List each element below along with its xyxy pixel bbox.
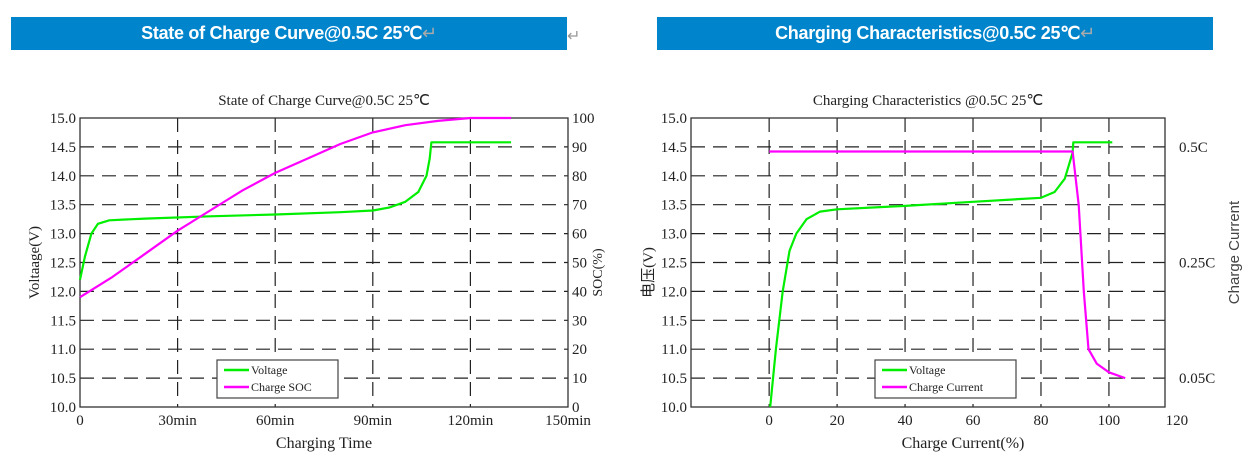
legend: Voltage Charge SOC: [216, 359, 339, 399]
y-tick-label: 12.0: [661, 284, 687, 300]
legend: Voltage Charge Current: [874, 359, 1017, 399]
y2-tick-label: 100: [572, 111, 595, 127]
y-tick-label: 11.0: [661, 342, 687, 358]
plot-frame: [79, 117, 569, 408]
paragraph-mark: ↵: [567, 28, 581, 45]
y-tick-label: 10.5: [661, 371, 687, 387]
y2-axis-label: SOC(%): [591, 248, 606, 297]
legend-box: [216, 359, 339, 399]
x-tick-label: 60: [966, 413, 981, 429]
y2-tick-label: 80: [572, 169, 587, 185]
x-tick-label: 80: [1033, 413, 1048, 429]
series-voltage: [769, 141, 1113, 408]
y-tick-label: 15.0: [50, 111, 76, 127]
y-tick-label: 14.5: [50, 140, 76, 156]
header-charging-characteristics: Charging Characteristics@0.5C 25℃↵: [657, 17, 1213, 50]
y2-tick-label: 0.5C: [1179, 140, 1208, 156]
y-tick-label: 13.5: [50, 198, 76, 214]
series-voltage: [78, 141, 512, 281]
y2-tick-label: 20: [572, 342, 587, 358]
y-tick-label: 12.5: [661, 256, 687, 272]
y-tick-label: 10.0: [50, 400, 76, 416]
x-tick-label: 0: [76, 413, 84, 429]
header-title: State of Charge Curve@0.5C 25℃: [141, 23, 423, 43]
x-tick-label: 100: [1098, 413, 1121, 429]
y2-tick-label: 0: [572, 400, 580, 416]
chart-title: Charging Characteristics @0.5C 25℃: [813, 93, 1043, 109]
y2-tick-label: 0.05C: [1179, 371, 1215, 387]
y-tick-label: 15.0: [661, 111, 687, 127]
legend-label: Charge Current: [909, 380, 984, 394]
y2-tick-label: 60: [572, 227, 587, 243]
y2-tick-label: 90: [572, 140, 587, 156]
y-tick-label: 13.0: [50, 227, 76, 243]
header-soc-curve: State of Charge Curve@0.5C 25℃↵: [11, 17, 567, 50]
x-axis-label: Charging Time: [276, 435, 372, 452]
y2-tick-label: 0.25C: [1179, 256, 1215, 272]
y-tick-label: 14.5: [661, 140, 687, 156]
y-tick-label: 11.0: [50, 342, 76, 358]
legend-box: [874, 359, 1017, 399]
legend-label: Charge SOC: [251, 380, 312, 394]
x-axis-label: Charge Current(%): [902, 435, 1025, 452]
chart-title: State of Charge Curve@0.5C 25℃: [218, 93, 430, 109]
x-tick-label: 90min: [354, 413, 393, 429]
y-tick-label: 11.5: [661, 313, 687, 329]
y-axis-label: 电压(V): [640, 247, 657, 298]
x-tick-label: 30min: [158, 413, 197, 429]
x-tick-label: 150min: [545, 413, 591, 429]
paragraph-mark: ↵: [422, 23, 437, 43]
y-tick-label: 12.5: [50, 256, 76, 272]
y-tick-label: 14.0: [50, 169, 76, 185]
y2-tick-label: 10: [572, 371, 587, 387]
y2-tick-label: 30: [572, 313, 587, 329]
x-tick-label: 20: [830, 413, 845, 429]
x-tick-label: 60min: [256, 413, 295, 429]
y-tick-label: 11.5: [50, 313, 76, 329]
y-tick-label: 10.0: [661, 400, 687, 416]
y-axis-label: Voltaage(V): [27, 226, 43, 299]
y2-axis-label: Charge Current: [1226, 200, 1243, 304]
y-tick-label: 14.0: [661, 169, 687, 185]
series-charge-current: [769, 150, 1126, 380]
y-tick-label: 13.0: [661, 227, 687, 243]
y-tick-label: 13.5: [661, 198, 687, 214]
chart-1: 10.0 10.5 11.0 11.5 12.0 12.5 13.0 13.5 14.0 14.5…: [27, 93, 606, 452]
y2-tick-label: 70: [572, 198, 587, 214]
paragraph-mark: ↵: [1080, 23, 1095, 43]
plot-frame: [690, 117, 1166, 408]
header-title: Charging Characteristics@0.5C 25℃: [775, 23, 1081, 43]
x-tick-label: 120: [1166, 413, 1189, 429]
y2-tick-label: 40: [572, 284, 587, 300]
legend-label: Voltage: [251, 363, 287, 377]
x-tick-label: 0: [765, 413, 773, 429]
y-tick-label: 10.5: [50, 371, 76, 387]
chart-2: 10.0 10.5 11.0 11.5 12.0 12.5 13.0 13.5 14.0 14.5…: [640, 93, 1243, 452]
series-charge-soc: [79, 116, 512, 299]
x-tick-label: 40: [898, 413, 913, 429]
y-tick-label: 12.0: [50, 284, 76, 300]
y2-tick-label: 50: [572, 256, 587, 272]
legend-label: Voltage: [909, 363, 945, 377]
x-tick-label: 120min: [447, 413, 493, 429]
